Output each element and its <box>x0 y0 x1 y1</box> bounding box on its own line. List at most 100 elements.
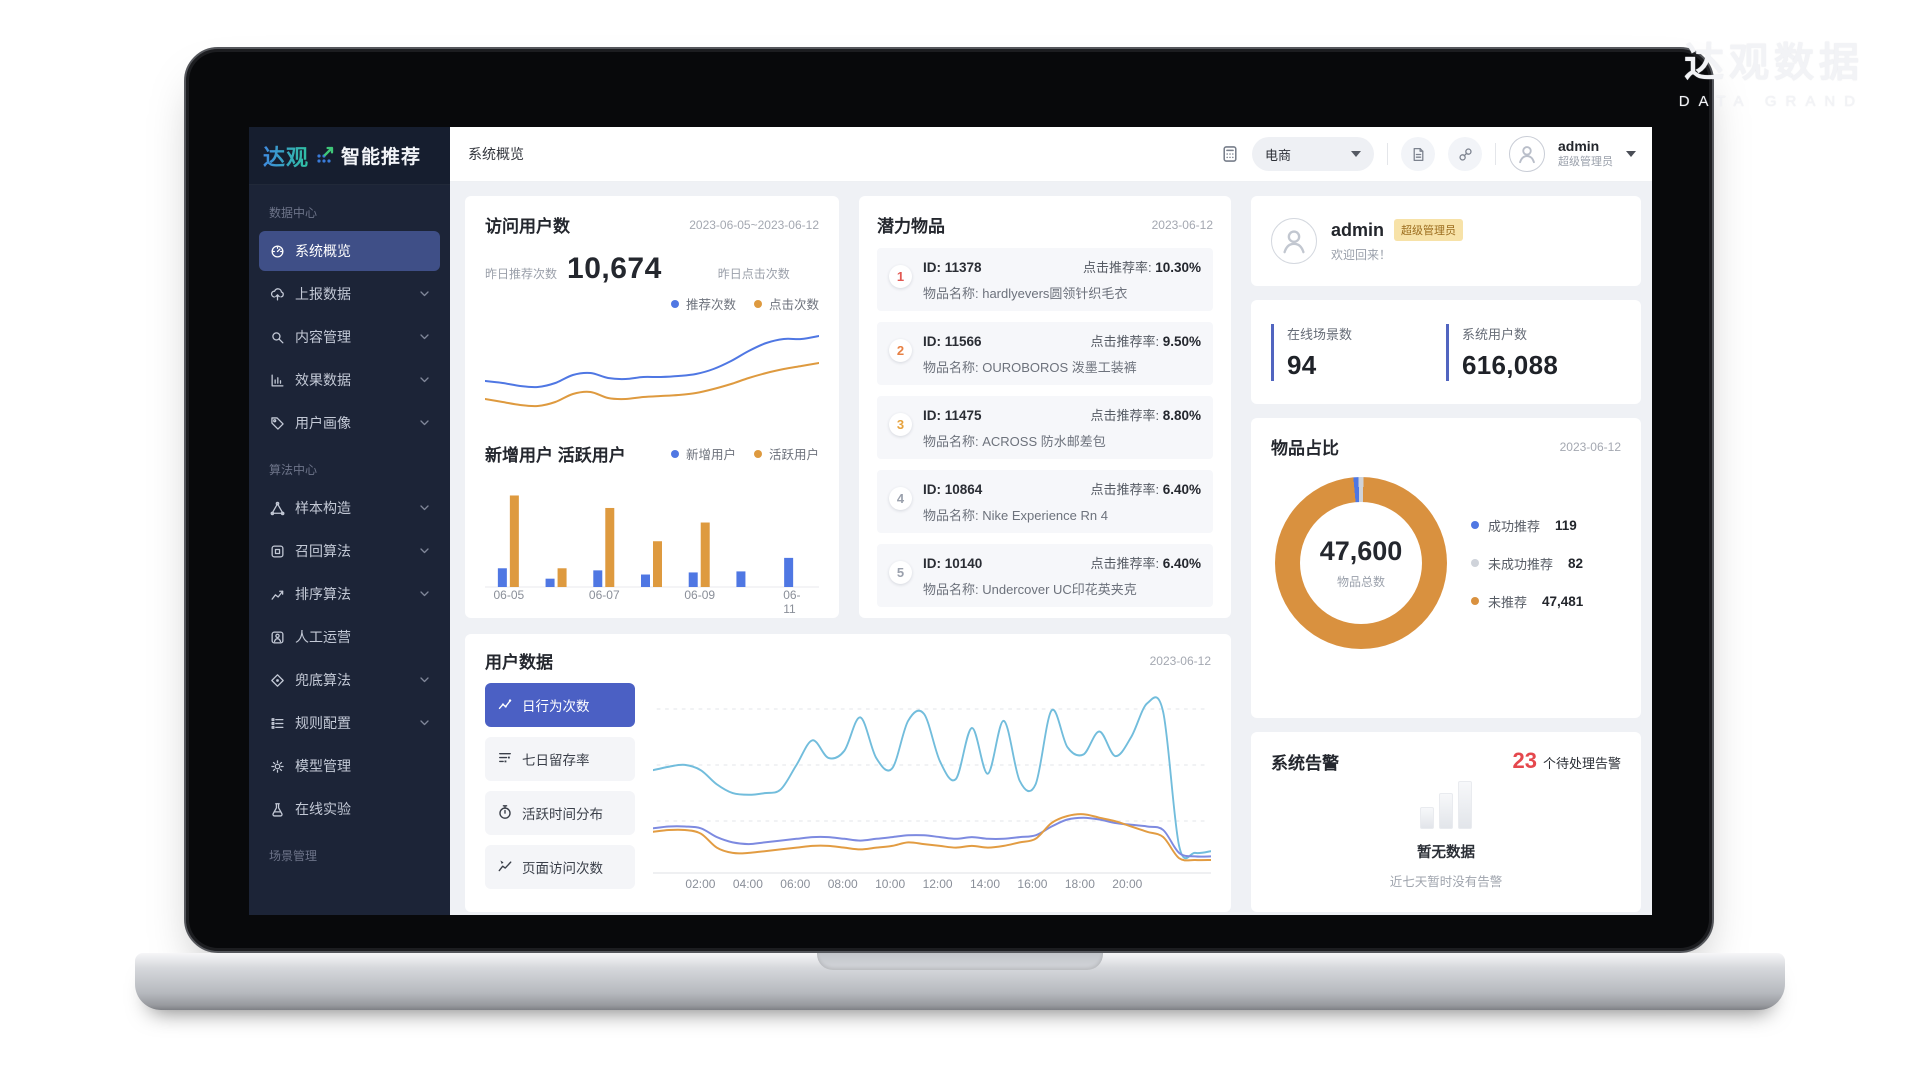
legend-item[interactable]: 成功推荐 119 <box>1471 516 1583 535</box>
legend-dot <box>670 299 679 308</box>
donut-chart: 47,600 物品总数 <box>1275 477 1447 649</box>
card-date: 2023-06-12 <box>1151 217 1213 232</box>
legend-item[interactable]: 点击次数 <box>753 294 819 313</box>
legend-label: 未推荐 <box>1488 594 1528 610</box>
chevron-down-icon[interactable] <box>1626 151 1636 157</box>
legend-item[interactable]: 新增用户 <box>670 444 736 463</box>
rank-badge: 2 <box>889 339 912 362</box>
legend-item[interactable]: 活跃用户 <box>753 444 819 463</box>
sidebar-item-label: 在线实验 <box>295 801 351 817</box>
divider <box>1495 143 1496 165</box>
hourly-line-chart <box>653 696 1211 874</box>
card-date: 2023-06-12 <box>1149 653 1211 668</box>
x-tick-label: 18:00 <box>1064 877 1095 891</box>
item-name: 物品名称: OUROBOROS 泼墨工装裤 <box>923 360 1137 375</box>
link-icon[interactable] <box>1448 137 1482 171</box>
sidebar: 达观 智能推荐 数据中心 系统概览 上报数据 <box>249 127 450 915</box>
dashboard-grid: 访问用户数 2023-06-05~2023-06-12 昨日推荐次数 10,67… <box>450 182 1652 912</box>
scene-selector[interactable]: 电商 <box>1252 137 1374 171</box>
sidebar-item[interactable]: 用户画像 <box>259 403 440 443</box>
x-tick-label: 08:00 <box>827 877 858 891</box>
stat-system-users: 系统用户数 616,088 <box>1446 323 1621 381</box>
sidebar-section-label: 场景管理 <box>269 849 318 863</box>
tab-retention[interactable]: 七日留存率 <box>485 737 635 781</box>
tab-pageview[interactable]: 页面访问次数 <box>485 845 635 889</box>
sidebar-item[interactable]: 样本构造 <box>259 488 440 528</box>
item-share-card: 物品占比 2023-06-12 47,600 物品总数 <box>1251 418 1641 718</box>
legend-value: 47,481 <box>1542 593 1584 609</box>
sidebar-item[interactable]: 召回算法 <box>259 531 440 571</box>
sort-trend-icon <box>270 587 285 602</box>
sidebar-item-label: 规则配置 <box>295 715 351 731</box>
brand-logo-icon <box>315 146 335 166</box>
admin-name: admin <box>1331 219 1385 240</box>
chevron-down-icon <box>420 505 429 511</box>
legend-item[interactable]: 未成功推荐 82 <box>1471 554 1583 573</box>
empty-description: 近七天暂时没有告警 <box>1389 874 1503 889</box>
app-logo: 达观 智能推荐 <box>249 127 450 185</box>
scatter-icon <box>497 696 513 715</box>
sidebar-item-label: 排序算法 <box>295 586 351 602</box>
legend-label: 活跃用户 <box>768 448 819 462</box>
x-tick-label: 16:00 <box>1017 877 1048 891</box>
x-axis-labels: 02:00 04:00 06:00 08:00 10:00 12:00 14:00 16:00… <box>653 877 1211 895</box>
sidebar-item[interactable]: 模型管理 <box>259 746 440 786</box>
calculator-icon[interactable] <box>1221 145 1239 163</box>
empty-title: 暂无数据 <box>1417 844 1475 861</box>
bar-chart-x-labels: 06-05 06-07 06-09 06-11 <box>485 588 819 616</box>
sidebar-item-label: 用户画像 <box>295 415 351 431</box>
total-items-value: 47,600 <box>1319 536 1403 566</box>
chart-icon <box>270 373 285 388</box>
document-icon[interactable] <box>1401 137 1435 171</box>
item-rate: 点击推荐率: 6.40% <box>1090 556 1201 571</box>
sidebar-item[interactable]: 排序算法 <box>259 574 440 614</box>
sidebar-item-label: 效果数据 <box>295 372 351 388</box>
potential-item-row: 1 ID: 11378 点击推荐率: 10.30% 物品名称: hardlyev… <box>877 248 1213 311</box>
visits-card: 访问用户数 2023-06-05~2023-06-12 昨日推荐次数 10,67… <box>465 196 839 618</box>
alert-count: 23 <box>1512 748 1537 773</box>
sidebar-item[interactable]: 兜底算法 <box>259 660 440 700</box>
item-id: ID: 11566 <box>923 334 982 349</box>
x-tick-label: 20:00 <box>1112 877 1143 891</box>
avatar[interactable] <box>1509 136 1545 172</box>
product-name: 智能推荐 <box>341 147 422 168</box>
user-menu[interactable]: admin 超级管理员 <box>1558 138 1613 169</box>
tab-scatter[interactable]: 日行为次数 <box>485 683 635 727</box>
fallback-icon <box>270 673 285 688</box>
chevron-down-icon <box>420 591 429 597</box>
card-title: 用户数据 <box>485 653 553 672</box>
user-data-chart: 02:00 04:00 06:00 08:00 10:00 12:00 14:00 16:00… <box>653 683 1211 895</box>
users-bar-chart <box>485 495 819 588</box>
avatar <box>1271 218 1317 264</box>
app-window: 达观 智能推荐 数据中心 系统概览 上报数据 <box>249 127 1652 915</box>
laptop-base-notch <box>817 953 1103 970</box>
topbar-actions: 电商 admin 超级管理员 <box>1221 136 1636 172</box>
recall-icon <box>270 544 285 559</box>
x-tick-label: 06-11 <box>783 588 801 616</box>
sidebar-item[interactable]: 在线实验 <box>259 789 440 829</box>
legend-label: 未成功推荐 <box>1488 556 1554 572</box>
item-rate: 点击推荐率: 6.40% <box>1090 482 1201 497</box>
donut-legend: 成功推荐 119 未成功推荐 82 未推荐 47,481 <box>1471 516 1583 611</box>
sidebar-menu: 数据中心 系统概览 上报数据 内容管理 效果数据 用户画像 <box>249 185 450 915</box>
stat-label: 昨日点击次数 <box>717 267 790 281</box>
legend-item[interactable]: 推荐次数 <box>670 294 736 313</box>
stat-label: 昨日推荐次数 <box>485 267 558 281</box>
sidebar-item[interactable]: 内容管理 <box>259 317 440 357</box>
legend-label: 推荐次数 <box>685 298 736 312</box>
legend-value: 82 <box>1568 555 1584 571</box>
legend-item[interactable]: 未推荐 47,481 <box>1471 592 1583 611</box>
item-name: 物品名称: Nike Experience Rn 4 <box>923 508 1108 523</box>
tab-stopwatch[interactable]: 活跃时间分布 <box>485 791 635 835</box>
sidebar-item-label: 召回算法 <box>295 543 351 559</box>
potential-item-row: 2 ID: 11566 点击推荐率: 9.50% 物品名称: OUROBOROS… <box>877 322 1213 385</box>
sidebar-item-label: 内容管理 <box>295 329 351 345</box>
sidebar-item[interactable]: 规则配置 <box>259 703 440 743</box>
sidebar-item[interactable]: 上报数据 <box>259 274 440 314</box>
sidebar-item[interactable]: 效果数据 <box>259 360 440 400</box>
sidebar-item[interactable]: 系统概览 <box>259 231 440 271</box>
x-tick-label: 14:00 <box>969 877 1001 891</box>
sidebar-item[interactable]: 人工运营 <box>259 617 440 657</box>
chevron-down-icon <box>420 720 429 726</box>
empty-chart-icon <box>1420 780 1472 829</box>
